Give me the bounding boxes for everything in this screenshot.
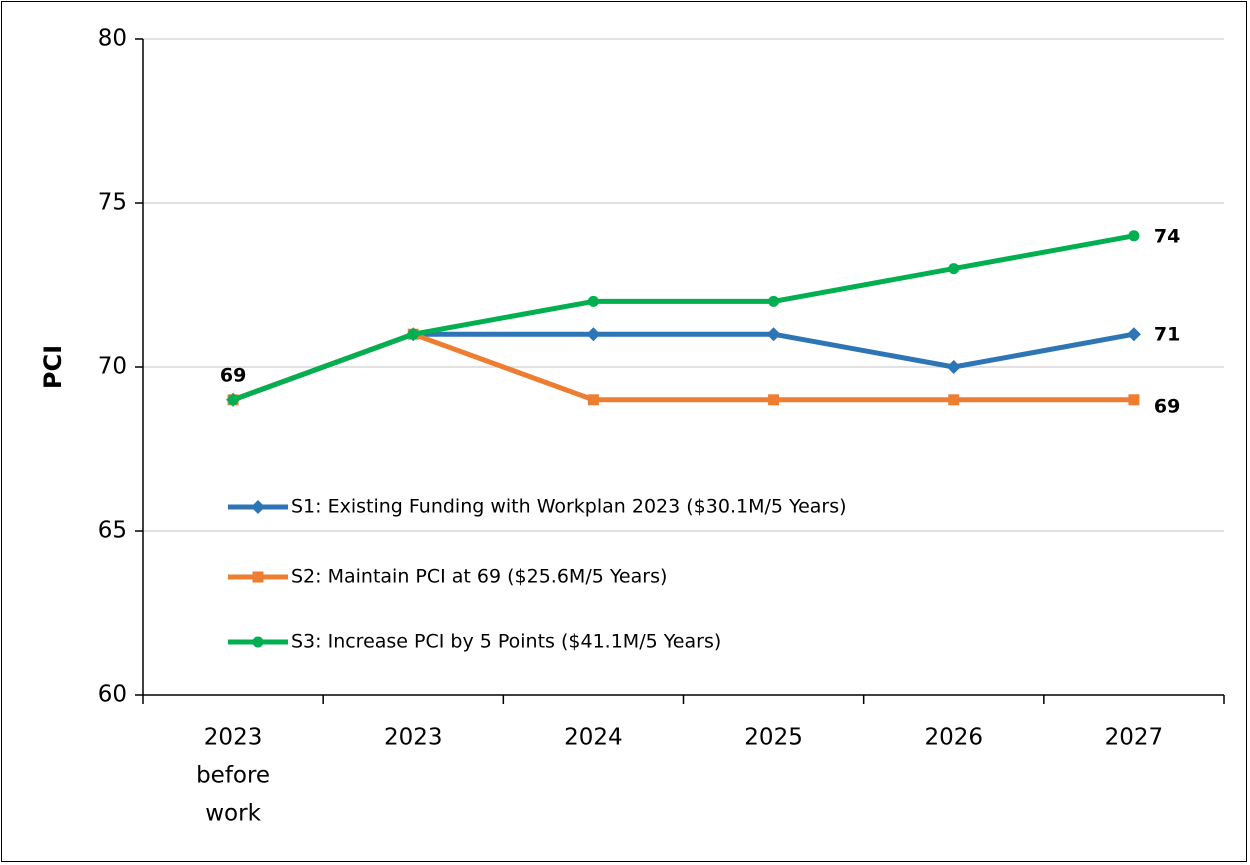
data-point-diamond bbox=[766, 327, 781, 342]
data-point-circle bbox=[768, 295, 780, 307]
data-point-square bbox=[587, 394, 599, 406]
y-tick-label: 65 bbox=[98, 518, 127, 544]
data-point-circle bbox=[407, 328, 419, 340]
data-point-circle bbox=[252, 636, 264, 648]
x-tick-label: 2024 bbox=[564, 725, 623, 751]
data-point-circle bbox=[1128, 230, 1140, 242]
data-point-square bbox=[1128, 394, 1140, 406]
y-tick-label: 80 bbox=[98, 26, 127, 52]
data-point-diamond bbox=[1126, 327, 1141, 342]
legend-entry-3: S3: Increase PCI by 5 Points ($41.1M/5 Y… bbox=[228, 631, 721, 653]
data-label: 69 bbox=[220, 364, 246, 386]
legend-entry-1: S1: Existing Funding with Workplan 2023 … bbox=[228, 496, 847, 518]
data-label: 71 bbox=[1154, 324, 1180, 346]
legend-entry-2: S2: Maintain PCI at 69 ($25.6M/5 Years) bbox=[228, 566, 667, 588]
gridlines bbox=[143, 38, 1224, 532]
data-point-square bbox=[948, 394, 960, 406]
data-label: 74 bbox=[1154, 225, 1180, 247]
x-tick-label: 2023 bbox=[384, 725, 443, 751]
data-point-diamond bbox=[586, 327, 601, 342]
series-3 bbox=[227, 230, 1140, 406]
tick-labels: 60 65 70 75 80 2023 before work 2023 2024 2025 2026… bbox=[98, 26, 1163, 827]
series-lines bbox=[226, 230, 1141, 407]
x-tick-label: before bbox=[196, 763, 270, 789]
y-axis-label: PCI bbox=[39, 345, 67, 389]
data-point-square bbox=[252, 571, 264, 583]
data-point-circle bbox=[587, 295, 599, 307]
legend-label: S2: Maintain PCI at 69 ($25.6M/5 Years) bbox=[291, 566, 667, 588]
y-tick-label: 70 bbox=[98, 354, 127, 380]
data-point-square bbox=[768, 394, 780, 406]
y-tick-label: 60 bbox=[98, 682, 127, 708]
data-labels: 69 74 71 69 bbox=[220, 225, 1181, 417]
series-line-3 bbox=[232, 233, 1135, 403]
x-tick-label: 2023 bbox=[204, 725, 263, 751]
legend-label: S3: Increase PCI by 5 Points ($41.1M/5 Y… bbox=[291, 631, 721, 653]
x-tick-label: 2027 bbox=[1105, 725, 1164, 751]
data-point-circle bbox=[948, 263, 960, 275]
legend: S1: Existing Funding with Workplan 2023 … bbox=[228, 496, 847, 653]
axes bbox=[135, 38, 1225, 704]
legend-label: S1: Existing Funding with Workplan 2023 … bbox=[291, 496, 847, 518]
y-tick-label: 75 bbox=[98, 190, 127, 216]
data-point-diamond bbox=[251, 500, 265, 514]
x-tick-label: 2026 bbox=[924, 725, 983, 751]
x-tick-label: 2025 bbox=[744, 725, 803, 751]
data-point-circle bbox=[227, 394, 239, 406]
data-point-diamond bbox=[946, 360, 961, 374]
data-label: 69 bbox=[1154, 395, 1180, 417]
x-tick-label: work bbox=[205, 801, 261, 827]
